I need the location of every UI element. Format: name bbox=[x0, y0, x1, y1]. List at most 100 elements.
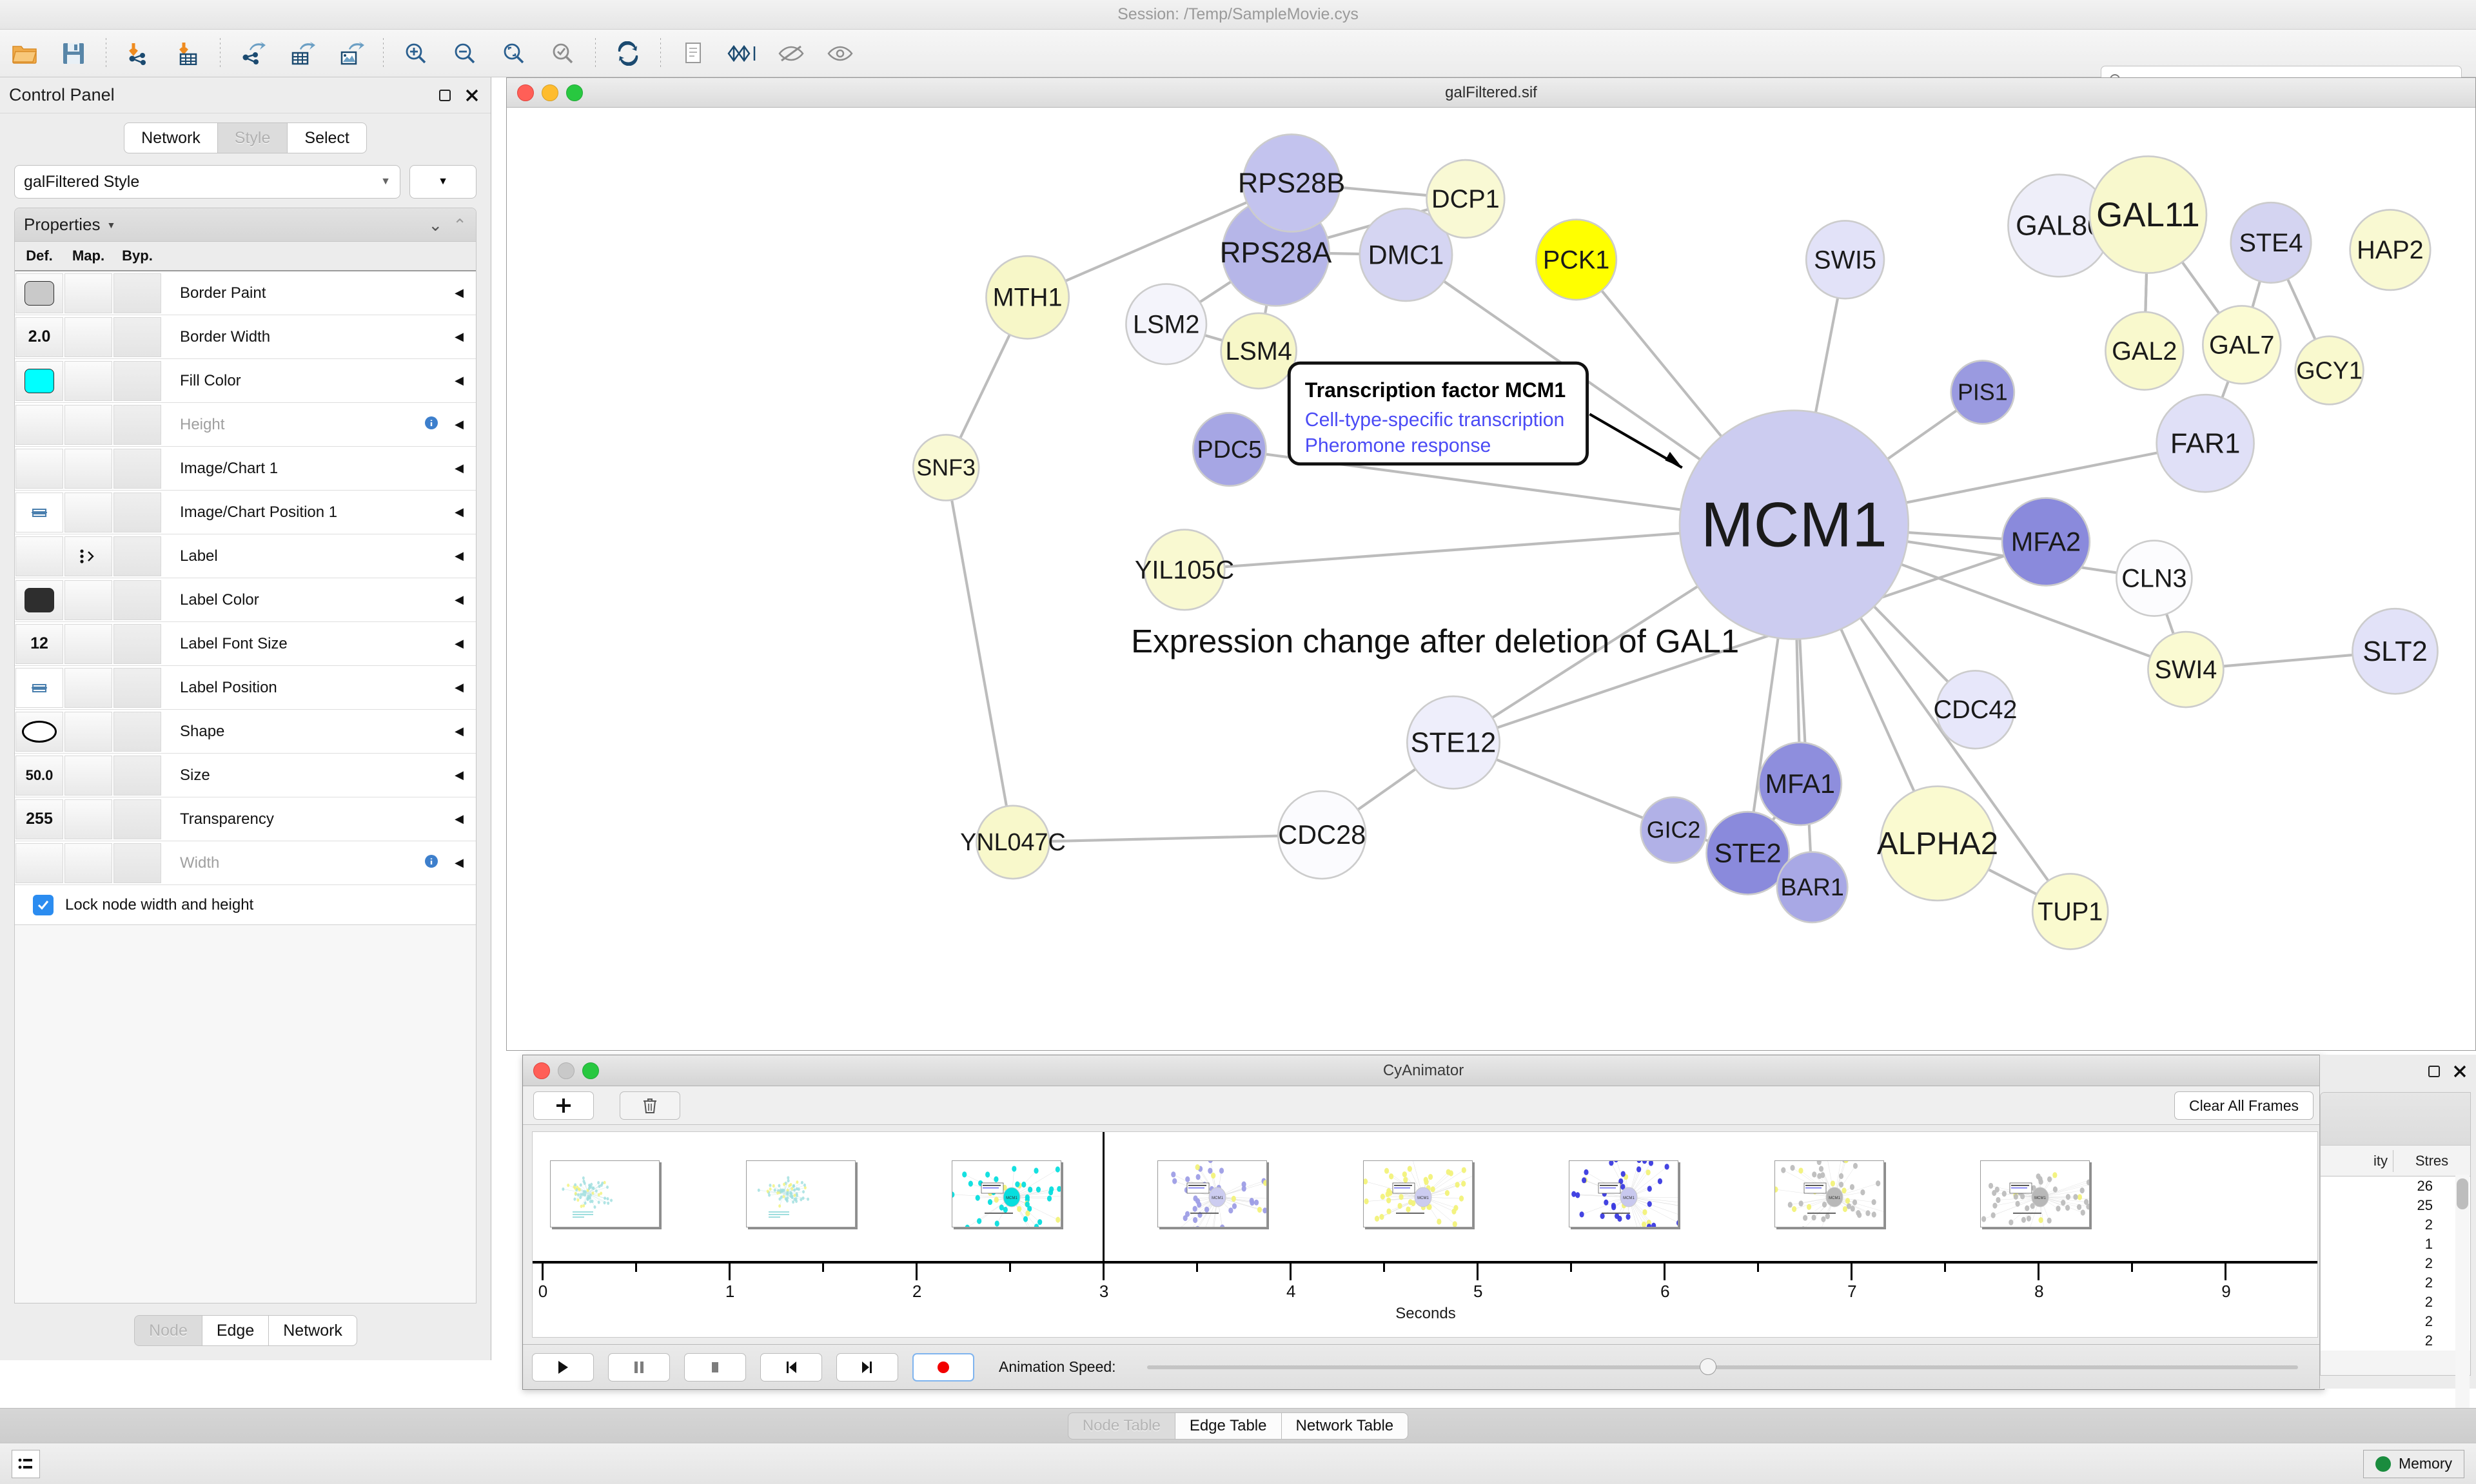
float-panel-icon[interactable] bbox=[2427, 1064, 2441, 1079]
info-icon[interactable] bbox=[424, 415, 439, 431]
network-node[interactable]: HAP2 bbox=[2349, 209, 2432, 291]
network-node[interactable]: RPS28B bbox=[1238, 133, 1345, 233]
property-mapping-cell[interactable] bbox=[64, 843, 112, 883]
property-default-cell[interactable] bbox=[15, 711, 63, 752]
property-expand-arrow[interactable]: ◀ bbox=[455, 856, 464, 869]
property-bypass-cell[interactable] bbox=[113, 448, 161, 489]
property-default-cell[interactable] bbox=[15, 273, 63, 313]
network-node[interactable]: STE2 bbox=[1705, 810, 1791, 895]
timeline-playhead[interactable] bbox=[1103, 1132, 1105, 1261]
step-back-button[interactable] bbox=[760, 1352, 822, 1381]
property-row[interactable]: 2.0 Border Width ◀ bbox=[15, 315, 476, 359]
timeline-frame-thumbnail[interactable] bbox=[746, 1160, 856, 1227]
network-node[interactable]: PCK1 bbox=[1535, 219, 1618, 301]
network-node[interactable]: BAR1 bbox=[1776, 851, 1849, 924]
timeline-frame-thumbnail[interactable] bbox=[549, 1160, 660, 1227]
node-shape[interactable] bbox=[985, 255, 1070, 340]
property-default-cell[interactable] bbox=[15, 492, 63, 532]
export-network-icon[interactable] bbox=[232, 34, 273, 73]
task-list-icon[interactable] bbox=[12, 1449, 40, 1478]
network-node[interactable]: CDC42 bbox=[1934, 670, 2018, 750]
property-bypass-cell[interactable] bbox=[113, 580, 161, 620]
network-node[interactable]: STE12 bbox=[1406, 695, 1501, 790]
column-header-stress[interactable]: Stres bbox=[2415, 1152, 2449, 1169]
animation-speed-slider[interactable] bbox=[1146, 1358, 2298, 1375]
network-node[interactable]: GIC2 bbox=[1640, 796, 1707, 864]
network-node[interactable]: SWI5 bbox=[1805, 220, 1885, 300]
zoom-out-icon[interactable] bbox=[444, 34, 486, 73]
network-edge[interactable] bbox=[945, 467, 1014, 843]
property-mapping-cell[interactable] bbox=[64, 623, 112, 664]
annotation-callout[interactable]: Transcription factor MCM1 Cell-type-speci… bbox=[1287, 361, 1683, 469]
tab-network-table[interactable]: Network Table bbox=[1281, 1412, 1409, 1440]
color-swatch[interactable] bbox=[25, 587, 54, 612]
property-row[interactable]: Width ◀ bbox=[15, 841, 476, 885]
pause-button[interactable] bbox=[608, 1352, 670, 1381]
network-node[interactable]: GAL7 bbox=[2202, 305, 2282, 385]
property-default-cell[interactable] bbox=[15, 580, 63, 620]
network-node[interactable]: GCY1 bbox=[2294, 335, 2364, 405]
node-shape[interactable] bbox=[1950, 360, 2016, 425]
property-expand-arrow[interactable]: ◀ bbox=[455, 418, 464, 431]
delete-frame-button[interactable] bbox=[620, 1091, 680, 1120]
property-expand-arrow[interactable]: ◀ bbox=[455, 681, 464, 694]
lock-node-size-row[interactable]: Lock node width and height bbox=[15, 885, 476, 925]
maximize-window-button[interactable] bbox=[566, 84, 583, 101]
network-node[interactable]: SLT2 bbox=[2352, 607, 2439, 695]
export-image-icon[interactable] bbox=[330, 34, 371, 73]
node-shape[interactable] bbox=[2230, 201, 2312, 284]
expand-all-icon[interactable]: ⌄ bbox=[428, 215, 443, 235]
property-mapping-cell[interactable] bbox=[64, 404, 112, 445]
property-row[interactable]: Fill Color ◀ bbox=[15, 359, 476, 403]
property-bypass-cell[interactable] bbox=[113, 799, 161, 839]
node-shape[interactable] bbox=[2031, 873, 2109, 950]
property-row[interactable]: Label Color ◀ bbox=[15, 578, 476, 622]
network-node[interactable]: PIS1 bbox=[1950, 360, 2016, 425]
node-shape[interactable] bbox=[1535, 219, 1618, 301]
property-row[interactable]: Label ◀ bbox=[15, 534, 476, 578]
property-mapping-cell[interactable] bbox=[64, 448, 112, 489]
minimize-window-button[interactable] bbox=[558, 1062, 575, 1079]
table-row[interactable]: 2 bbox=[2321, 1293, 2470, 1312]
property-mapping-cell[interactable] bbox=[64, 492, 112, 532]
node-shape[interactable] bbox=[1242, 133, 1341, 233]
network-node[interactable]: FAR1 bbox=[2156, 393, 2255, 493]
property-bypass-cell[interactable] bbox=[113, 711, 161, 752]
node-shape[interactable] bbox=[1277, 790, 1367, 880]
column-header-ity[interactable]: ity bbox=[2373, 1152, 2388, 1169]
property-expand-arrow[interactable]: ◀ bbox=[455, 286, 464, 299]
network-node[interactable]: MTH1 bbox=[985, 255, 1070, 340]
tab-network[interactable]: Network bbox=[124, 122, 218, 153]
property-mapping-cell[interactable] bbox=[64, 536, 112, 576]
network-graph[interactable]: MTH1 LSM2 RPS28A RPS28B LSM4 DMC1 DCP1 PCK1 SWI5… bbox=[507, 108, 2475, 1050]
table-row[interactable]: 26 bbox=[2321, 1176, 2470, 1196]
node-shape[interactable] bbox=[1426, 159, 1506, 239]
node-shape[interactable] bbox=[1192, 412, 1267, 487]
property-row[interactable]: Image/Chart 1 ◀ bbox=[15, 447, 476, 491]
style-select[interactable]: galFiltered Style ▼ bbox=[14, 165, 400, 199]
property-bypass-cell[interactable] bbox=[113, 667, 161, 708]
lock-checkbox[interactable] bbox=[33, 894, 54, 915]
new-network-icon[interactable] bbox=[673, 34, 714, 73]
timeline-frame-thumbnail[interactable]: MCM1 bbox=[952, 1160, 1062, 1227]
annotation-box[interactable] bbox=[1287, 361, 1589, 466]
network-node[interactable]: LSM2 bbox=[1125, 283, 1208, 366]
collapse-all-icon[interactable]: ⌃ bbox=[453, 215, 467, 235]
node-shape[interactable] bbox=[2088, 155, 2208, 274]
property-mapping-cell[interactable] bbox=[64, 755, 112, 796]
network-canvas[interactable]: MTH1 LSM2 RPS28A RPS28B LSM4 DMC1 DCP1 PCK1 SWI5… bbox=[507, 108, 2475, 1050]
node-shape[interactable] bbox=[1805, 220, 1885, 300]
node-shape[interactable] bbox=[1220, 312, 1297, 390]
property-default-cell[interactable] bbox=[15, 448, 63, 489]
tab-style[interactable]: Style bbox=[217, 122, 288, 153]
table-row[interactable]: 2 bbox=[2321, 1312, 2470, 1331]
property-row[interactable]: Height ◀ bbox=[15, 403, 476, 447]
show-all-icon[interactable] bbox=[820, 34, 861, 73]
zoom-in-icon[interactable] bbox=[395, 34, 437, 73]
timeline-frame-thumbnail[interactable]: MCM1 bbox=[1363, 1160, 1473, 1227]
property-bypass-cell[interactable] bbox=[113, 755, 161, 796]
table-row[interactable]: 2 bbox=[2321, 1273, 2470, 1293]
node-shape[interactable] bbox=[1935, 670, 2016, 750]
tab-node-table[interactable]: Node Table bbox=[1067, 1412, 1175, 1440]
save-session-icon[interactable] bbox=[53, 34, 94, 73]
